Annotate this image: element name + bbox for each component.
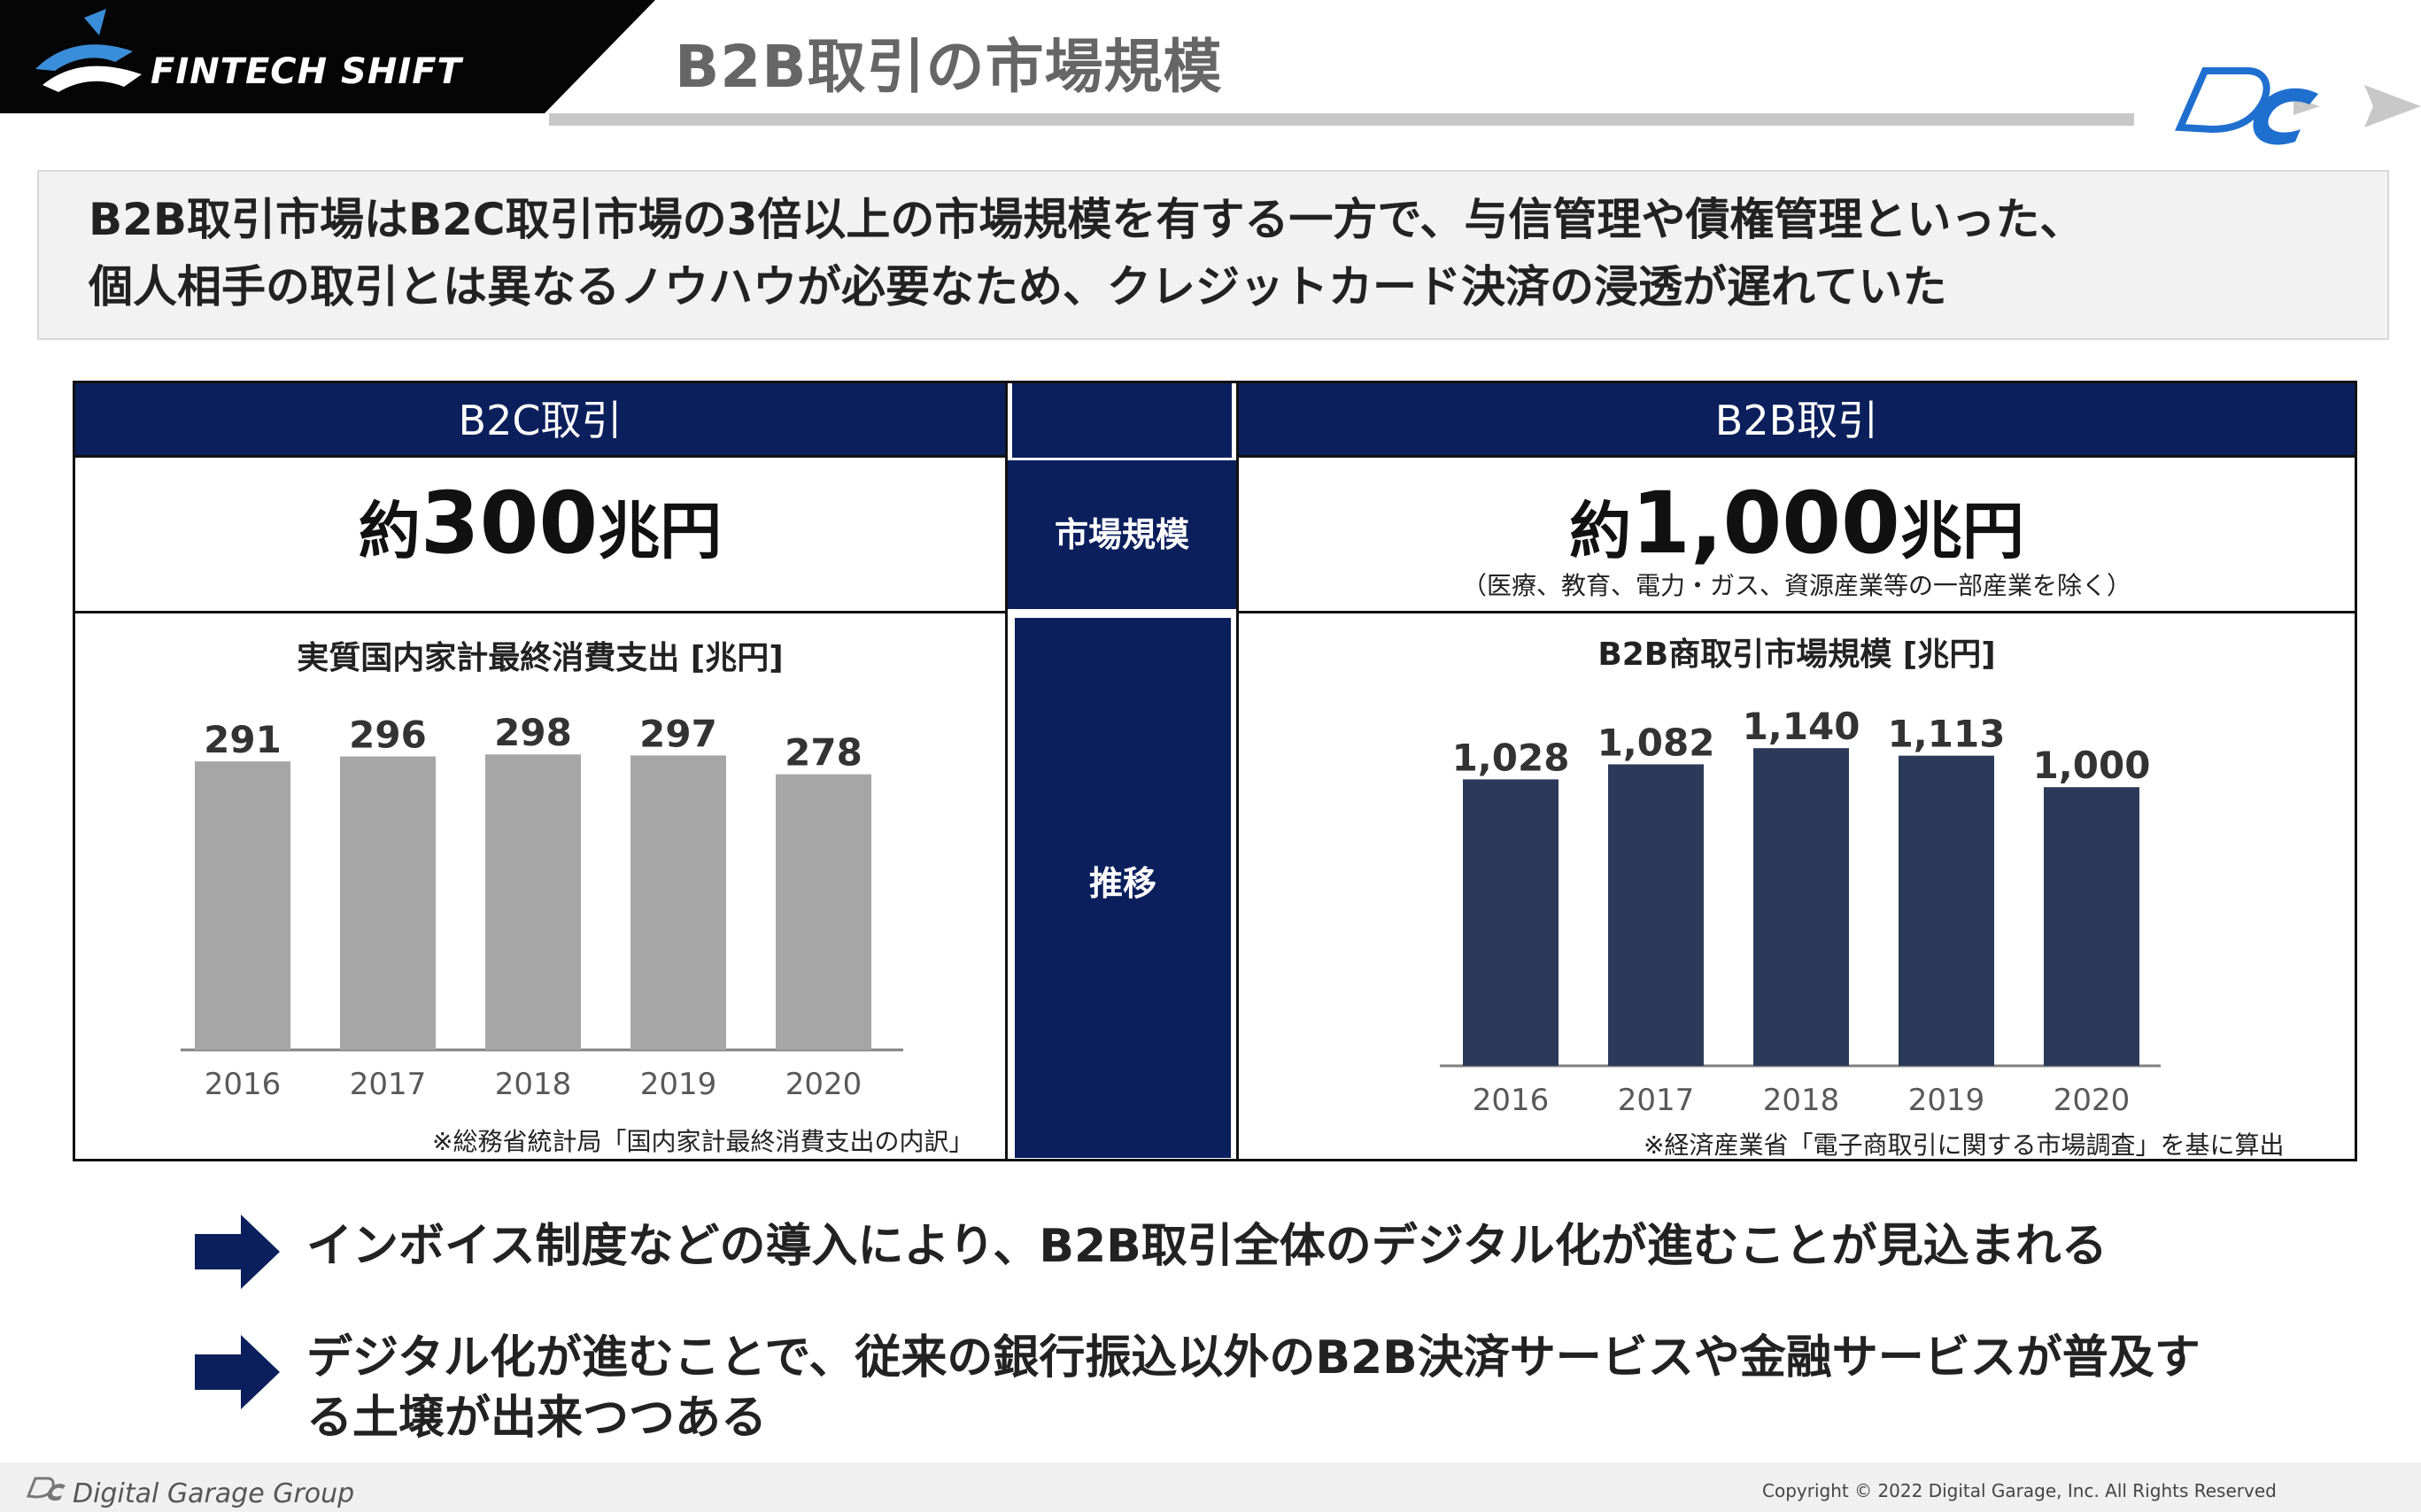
b2b-header: B2B取引 bbox=[1239, 383, 2355, 458]
b2c-value-number: 300 bbox=[420, 474, 599, 573]
dg-corner-logo-icon bbox=[2175, 67, 2421, 145]
b2c-value-unit: 兆円 bbox=[598, 495, 723, 567]
conclusion-1: インボイス制度などの導入により、B2B取引全体のデジタル化が進むことが見込まれる bbox=[306, 1220, 2108, 1273]
b2c-chart-title: 実質国内家計最終消費支出 [兆円] bbox=[297, 640, 784, 676]
table-column-divider bbox=[1005, 381, 1008, 1160]
b2b-source-note: ※経済産業省「電子商取引に関する市場調査」を基に算出 bbox=[1644, 1130, 2285, 1160]
table-row-divider bbox=[73, 455, 1008, 458]
conclusion-2: デジタル化が進むことで、従来の銀行振込以外のB2B決済サービスや金融サービスが普… bbox=[306, 1331, 2201, 1445]
b2b-value-unit: 兆円 bbox=[1899, 495, 2024, 567]
table-row-divider bbox=[1236, 611, 2357, 613]
summary-box bbox=[37, 170, 2389, 340]
page-title: B2B取引の市場規模 bbox=[675, 33, 1223, 101]
dg-footer-logo-icon bbox=[26, 1477, 66, 1501]
footer-bar bbox=[0, 1462, 2421, 1512]
dg-dolphin-logo-icon bbox=[35, 9, 142, 92]
footer-brand: Digital Garage Group bbox=[73, 1478, 355, 1509]
brand-name: FINTECH SHIFT bbox=[151, 51, 462, 92]
copyright: Copyright © 2022 Digital Garage, Inc. Al… bbox=[1762, 1480, 2277, 1501]
table-row-divider bbox=[1236, 455, 2357, 458]
arrow-right-icon bbox=[195, 1215, 280, 1289]
middle-header bbox=[1012, 383, 1232, 458]
comparison-table bbox=[73, 381, 2357, 1161]
b2c-market-size: 約300兆円 bbox=[75, 474, 1005, 573]
row-label-market-size: 市場規模 bbox=[1008, 460, 1236, 609]
arrow-right-icon bbox=[195, 1335, 280, 1409]
table-column-divider bbox=[1236, 381, 1239, 1160]
b2b-value-number: 1,000 bbox=[1631, 474, 1900, 573]
b2c-header: B2C取引 bbox=[75, 383, 1005, 458]
b2b-market-size: 約1,000兆円 bbox=[1239, 474, 2355, 573]
b2b-value-prefix: 約 bbox=[1569, 495, 1632, 567]
summary-line-2: 個人相手の取引とは異なるノウハウが必要なため、クレジットカード決済の浸透が遅れて… bbox=[89, 261, 1947, 312]
fintech-shift-logo-banner bbox=[0, 0, 655, 113]
header-divider bbox=[549, 113, 2134, 126]
summary-text: B2B取引市場はB2C取引市場の3倍以上の市場規模を有する一方で、与信管理や債権… bbox=[89, 186, 2355, 320]
summary-line-1: B2B取引市場はB2C取引市場の3倍以上の市場規模を有する一方で、与信管理や債権… bbox=[89, 194, 2085, 245]
b2b-exclusion-note: （医療、教育、電力・ガス、資源産業等の一部産業を除く） bbox=[1461, 571, 2131, 600]
b2b-chart-title: B2B商取引市場規模 [兆円] bbox=[1597, 636, 1996, 673]
b2c-source-note: ※総務省統計局「国内家計最終消費支出の内訳」 bbox=[432, 1127, 974, 1156]
row-label-trend: 推移 bbox=[1015, 618, 1231, 1158]
b2c-value-prefix: 約 bbox=[358, 495, 421, 567]
table-row-divider bbox=[73, 611, 1008, 613]
